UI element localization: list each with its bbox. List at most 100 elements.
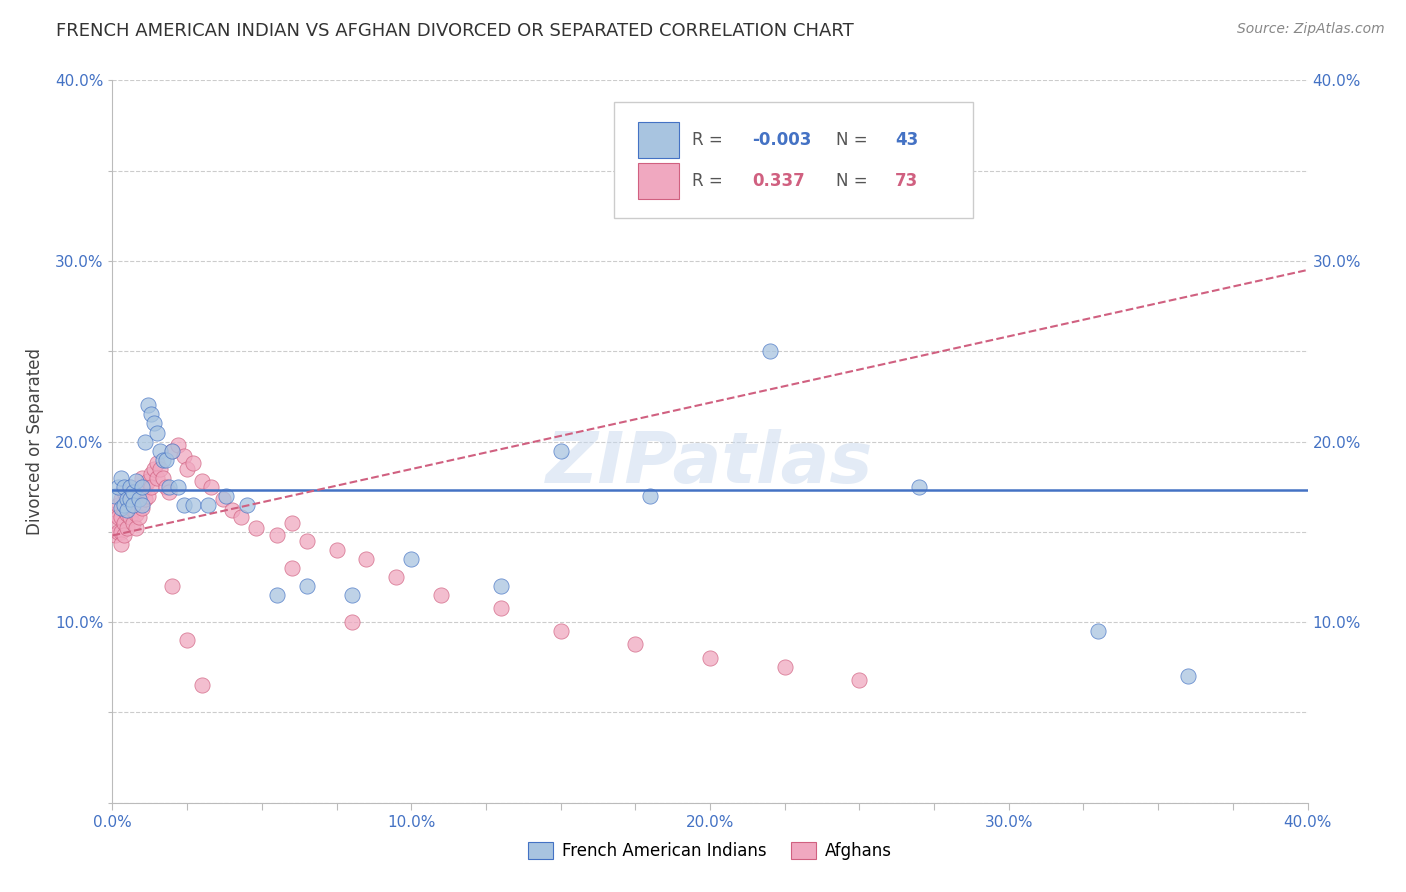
Point — [131, 480, 153, 494]
Point — [120, 492, 142, 507]
Text: FRENCH AMERICAN INDIAN VS AFGHAN DIVORCED OR SEPARATED CORRELATION CHART: FRENCH AMERICAN INDIAN VS AFGHAN DIVORCE… — [56, 22, 853, 40]
Point — [401, 552, 423, 566]
Text: N =: N = — [835, 130, 872, 149]
Point — [138, 475, 160, 489]
Point — [550, 443, 572, 458]
Point — [134, 434, 156, 449]
Point — [110, 501, 132, 516]
Point — [110, 537, 132, 551]
Point — [138, 489, 160, 503]
Point — [114, 516, 135, 530]
Point — [325, 542, 347, 557]
Text: -0.003: -0.003 — [752, 130, 811, 149]
Point — [176, 461, 198, 475]
Point — [117, 492, 139, 507]
Point — [131, 471, 153, 485]
Point — [120, 480, 142, 494]
Point — [122, 485, 145, 500]
Point — [340, 588, 363, 602]
Point — [146, 425, 169, 440]
Point — [110, 471, 132, 485]
Point — [489, 600, 512, 615]
Point — [141, 467, 163, 481]
Point — [110, 524, 132, 539]
Point — [134, 480, 156, 494]
Text: 73: 73 — [896, 172, 918, 190]
Point — [125, 521, 148, 535]
Point — [134, 492, 156, 507]
Point — [128, 510, 150, 524]
Point — [340, 615, 363, 630]
Point — [908, 480, 931, 494]
Point — [107, 498, 129, 512]
Point — [146, 456, 169, 470]
Point — [245, 521, 267, 535]
Point — [149, 443, 172, 458]
Point — [773, 660, 796, 674]
Point — [162, 443, 183, 458]
Point — [120, 480, 142, 494]
Point — [759, 344, 782, 359]
Point — [212, 492, 235, 507]
Point — [149, 461, 172, 475]
Point — [200, 480, 222, 494]
Point — [122, 498, 145, 512]
Point — [640, 489, 662, 503]
Point — [848, 673, 870, 687]
Point — [181, 498, 204, 512]
Point — [191, 475, 214, 489]
Point — [107, 524, 129, 539]
Point — [157, 480, 180, 494]
Point — [122, 516, 145, 530]
Point — [176, 633, 198, 648]
Point — [117, 507, 139, 521]
Point — [173, 498, 195, 512]
Point — [550, 624, 572, 639]
Point — [1177, 669, 1199, 683]
Text: 0.337: 0.337 — [752, 172, 804, 190]
Point — [167, 438, 190, 452]
Point — [114, 528, 135, 542]
Text: Source: ZipAtlas.com: Source: ZipAtlas.com — [1237, 22, 1385, 37]
Point — [181, 456, 204, 470]
Point — [699, 651, 721, 665]
Point — [122, 485, 145, 500]
Point — [281, 516, 304, 530]
Point — [143, 417, 166, 431]
FancyBboxPatch shape — [638, 122, 679, 158]
Point — [110, 510, 132, 524]
Point — [114, 503, 135, 517]
Point — [141, 408, 163, 422]
Point — [281, 561, 304, 575]
Point — [117, 503, 139, 517]
Point — [120, 510, 142, 524]
Point — [104, 516, 127, 530]
Point — [229, 510, 252, 524]
Point — [162, 579, 183, 593]
Point — [221, 503, 243, 517]
Point — [143, 461, 166, 475]
Y-axis label: Divorced or Separated: Divorced or Separated — [25, 348, 44, 535]
Point — [236, 498, 259, 512]
Point — [122, 503, 145, 517]
Point — [152, 452, 174, 467]
Point — [125, 507, 148, 521]
Point — [125, 475, 148, 489]
Point — [114, 485, 135, 500]
Point — [167, 480, 190, 494]
Point — [295, 533, 318, 548]
Point — [215, 489, 238, 503]
Point — [295, 579, 318, 593]
Point — [155, 452, 177, 467]
Point — [624, 637, 647, 651]
Point — [104, 528, 127, 542]
Text: R =: R = — [692, 130, 728, 149]
Point — [356, 552, 378, 566]
Point — [104, 507, 127, 521]
Point — [489, 579, 512, 593]
Point — [197, 498, 219, 512]
Point — [191, 678, 214, 692]
Point — [1087, 624, 1109, 639]
Point — [104, 489, 127, 503]
Point — [173, 449, 195, 463]
